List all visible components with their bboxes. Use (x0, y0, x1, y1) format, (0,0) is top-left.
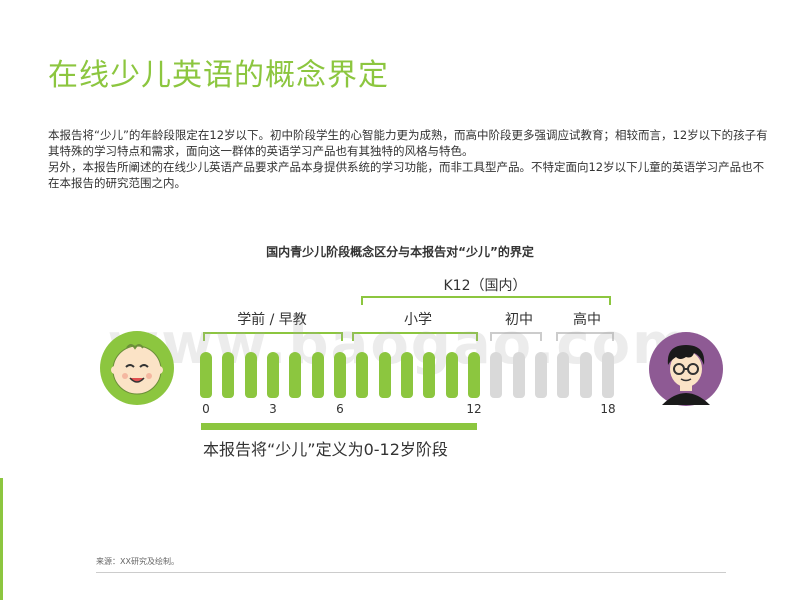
stage-label-junior: 初中 (505, 312, 533, 328)
tick-label-3: 3 (269, 402, 277, 416)
source-note: 来源：XX研究及绘制。 (96, 557, 179, 566)
k12-label: K12（国内） (443, 278, 527, 294)
stage-label-senior: 高中 (573, 312, 601, 328)
age-bar-12 (468, 352, 480, 398)
age-bar-5 (311, 352, 324, 398)
adult-avatar-icon (648, 331, 724, 411)
intro-text: 本报告将“少儿”的年龄段限定在12岁以下。初中阶段学生的心智能力更为成熟，而高中… (48, 127, 768, 191)
age-bar-18 (602, 352, 614, 398)
age-bar-0 (200, 352, 212, 398)
bracket-preschool (203, 332, 343, 341)
tick-label-6: 6 (336, 402, 344, 416)
intro-paragraph-1: 本报告将“少儿”的年龄段限定在12岁以下。初中阶段学生的心智能力更为成熟，而高中… (48, 128, 768, 158)
age-bar-10 (423, 352, 436, 398)
child-range-underline (201, 423, 477, 430)
bracket-primary (352, 332, 478, 341)
age-bar-7 (356, 352, 369, 398)
age-bar-11 (445, 352, 458, 398)
tick-label-12: 12 (466, 402, 482, 416)
age-bar-17 (579, 352, 592, 398)
age-bar-3 (267, 352, 279, 398)
k12-bracket (361, 296, 611, 305)
stage-label-primary: 小学 (404, 312, 432, 328)
bracket-junior (490, 332, 542, 341)
age-bar-9 (401, 352, 413, 398)
child-definition-text: 本报告将“少儿”定义为0-12岁阶段 (203, 440, 448, 459)
age-bar-2 (244, 352, 257, 398)
age-bar-14 (512, 352, 525, 398)
age-bar-8 (378, 352, 391, 398)
bracket-senior (556, 332, 614, 341)
page-title: 在线少儿英语的概念界定 (48, 58, 389, 93)
diagram-title: 国内青少儿阶段概念区分与本报告对“少儿”的界定 (266, 245, 534, 259)
age-bar-4 (289, 352, 302, 398)
age-bar-6 (334, 352, 346, 398)
footer-divider (96, 572, 726, 573)
age-bar-13 (490, 352, 503, 398)
tick-label-0: 0 (202, 402, 210, 416)
stage-label-preschool: 学前 / 早教 (237, 312, 307, 328)
age-bar-16 (557, 352, 570, 398)
age-bar-15 (535, 352, 547, 398)
tick-label-18: 18 (600, 402, 616, 416)
age-bar-1 (222, 352, 235, 398)
intro-paragraph-2: 另外，本报告所阐述的在线少儿英语产品要求产品本身提供系统的学习功能，而非工具型产… (48, 160, 765, 190)
left-accent-bar (0, 478, 3, 600)
child-avatar-icon (99, 330, 175, 410)
